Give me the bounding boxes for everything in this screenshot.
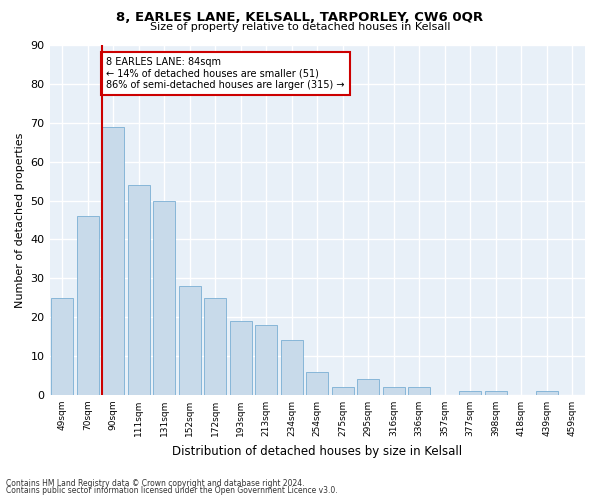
Bar xyxy=(332,387,353,395)
Text: Contains HM Land Registry data © Crown copyright and database right 2024.: Contains HM Land Registry data © Crown c… xyxy=(6,478,305,488)
Bar xyxy=(281,340,302,395)
Bar xyxy=(128,185,149,395)
Bar xyxy=(179,286,200,395)
Bar xyxy=(536,391,557,395)
Text: Size of property relative to detached houses in Kelsall: Size of property relative to detached ho… xyxy=(150,22,450,32)
Text: 8 EARLES LANE: 84sqm
← 14% of detached houses are smaller (51)
86% of semi-detac: 8 EARLES LANE: 84sqm ← 14% of detached h… xyxy=(106,56,345,90)
Bar xyxy=(485,391,506,395)
Bar xyxy=(256,325,277,395)
Bar xyxy=(77,216,98,395)
Bar xyxy=(409,387,430,395)
X-axis label: Distribution of detached houses by size in Kelsall: Distribution of detached houses by size … xyxy=(172,444,463,458)
Bar xyxy=(307,372,328,395)
Bar xyxy=(103,126,124,395)
Text: Contains public sector information licensed under the Open Government Licence v3: Contains public sector information licen… xyxy=(6,486,338,495)
Bar xyxy=(52,298,73,395)
Bar xyxy=(383,387,404,395)
Bar xyxy=(154,200,175,395)
Bar xyxy=(358,380,379,395)
Bar xyxy=(460,391,481,395)
Bar xyxy=(230,321,251,395)
Text: 8, EARLES LANE, KELSALL, TARPORLEY, CW6 0QR: 8, EARLES LANE, KELSALL, TARPORLEY, CW6 … xyxy=(116,11,484,24)
Y-axis label: Number of detached properties: Number of detached properties xyxy=(15,132,25,308)
Bar xyxy=(205,298,226,395)
